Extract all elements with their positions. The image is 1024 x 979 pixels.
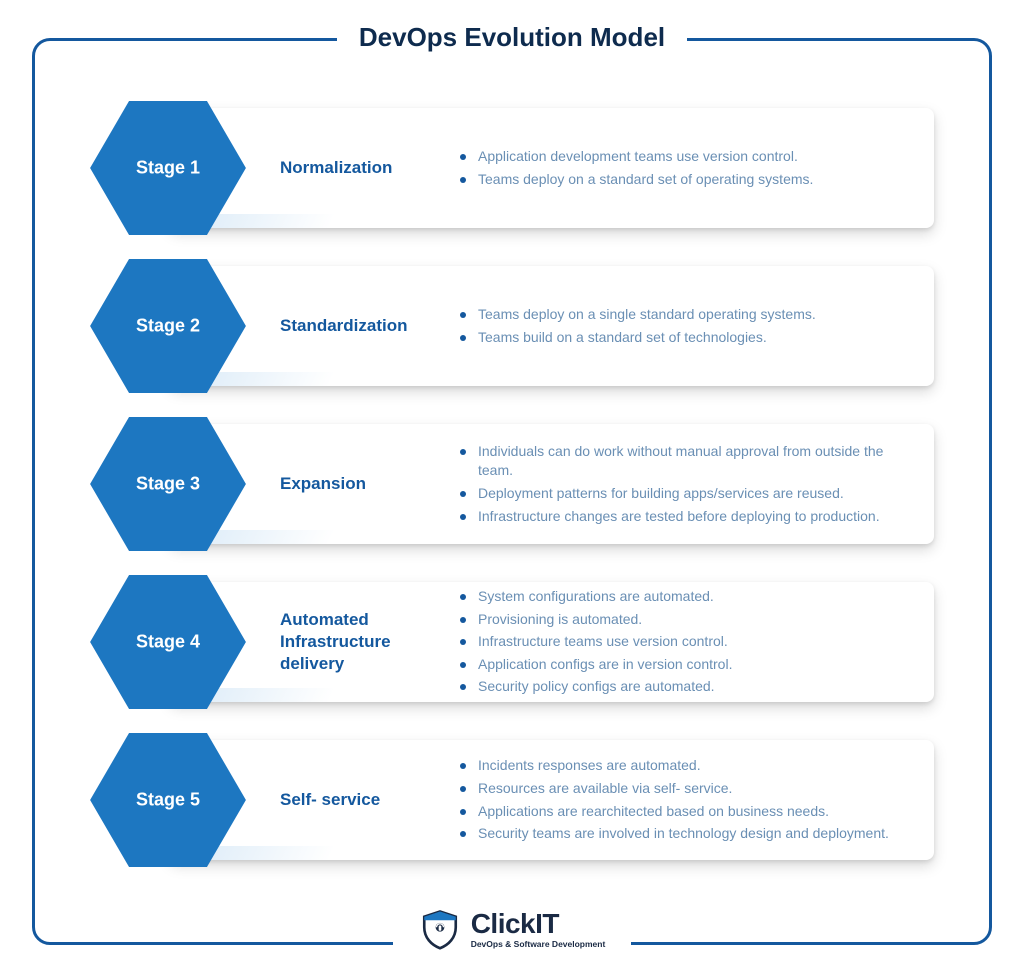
stage-row: NormalizationApplication development tea… [90,100,934,236]
hexagon-badge: Stage 2 [90,259,246,393]
stage-heading: Normalization [280,157,460,179]
stage-card: Self- serviceIncidents responses are aut… [170,740,934,860]
stage-card: StandardizationTeams deploy on a single … [170,266,934,386]
bullet-item: Security policy configs are automated. [460,677,914,697]
bullet-item: Incidents responses are automated. [460,756,914,776]
bullet-item: Individuals can do work without manual a… [460,442,914,481]
stage-card: Automated Infrastructure deliverySystem … [170,582,934,702]
stage-badge-label: Stage 5 [136,790,200,811]
bullet-item: Security teams are involved in technolog… [460,824,914,844]
title-container: DevOps Evolution Model [0,22,1024,53]
stage-bullets: Teams deploy on a single standard operat… [460,302,934,350]
stage-badge-label: Stage 2 [136,316,200,337]
bullet-item: Resources are available via self- servic… [460,779,914,799]
bullet-item: Infrastructure teams use version control… [460,632,914,652]
hexagon-badge: Stage 3 [90,417,246,551]
bullet-item: Infrastructure changes are tested before… [460,507,914,527]
stage-card: ExpansionIndividuals can do work without… [170,424,934,544]
stage-badge-label: Stage 1 [136,158,200,179]
bullet-item: Applications are rearchitected based on … [460,802,914,822]
shield-icon [419,908,461,950]
page-title: DevOps Evolution Model [337,22,687,53]
stage-bullets: Incidents responses are automated. Resour… [460,753,934,846]
bullet-item: Provisioning is automated. [460,610,914,630]
bullet-item: Deployment patterns for building apps/se… [460,484,914,504]
bullet-item: Application configs are in version contr… [460,655,914,675]
stage-row: Self- serviceIncidents responses are aut… [90,732,934,868]
stage-badge-label: Stage 4 [136,632,200,653]
bullet-item: System configurations are automated. [460,587,914,607]
stage-heading: Self- service [280,789,460,811]
logo-main-text: ClickIT [471,910,559,938]
stage-heading: Automated Infrastructure delivery [280,609,460,675]
stage-row: ExpansionIndividuals can do work without… [90,416,934,552]
stage-heading: Standardization [280,315,460,337]
brand-logo: ClickIT DevOps & Software Development [393,908,632,950]
logo-container: ClickIT DevOps & Software Development [0,908,1024,955]
stage-bullets: System configurations are automated. Prov… [460,584,934,700]
stage-row: StandardizationTeams deploy on a single … [90,258,934,394]
bullet-item: Teams deploy on a standard set of operat… [460,170,914,190]
bullet-item: Teams deploy on a single standard operat… [460,305,914,325]
stage-card: NormalizationApplication development tea… [170,108,934,228]
bullet-item: Application development teams use versio… [460,147,914,167]
hexagon-badge: Stage 5 [90,733,246,867]
hexagon-badge: Stage 4 [90,575,246,709]
logo-text: ClickIT DevOps & Software Development [471,910,606,949]
stage-row: Automated Infrastructure deliverySystem … [90,574,934,710]
stage-badge-label: Stage 3 [136,474,200,495]
stage-bullets: Application development teams use versio… [460,144,934,192]
stages-list: NormalizationApplication development tea… [90,100,934,879]
bullet-item: Teams build on a standard set of technol… [460,328,914,348]
stage-heading: Expansion [280,473,460,495]
hexagon-badge: Stage 1 [90,101,246,235]
logo-sub-text: DevOps & Software Development [471,940,606,949]
stage-bullets: Individuals can do work without manual a… [460,439,934,529]
